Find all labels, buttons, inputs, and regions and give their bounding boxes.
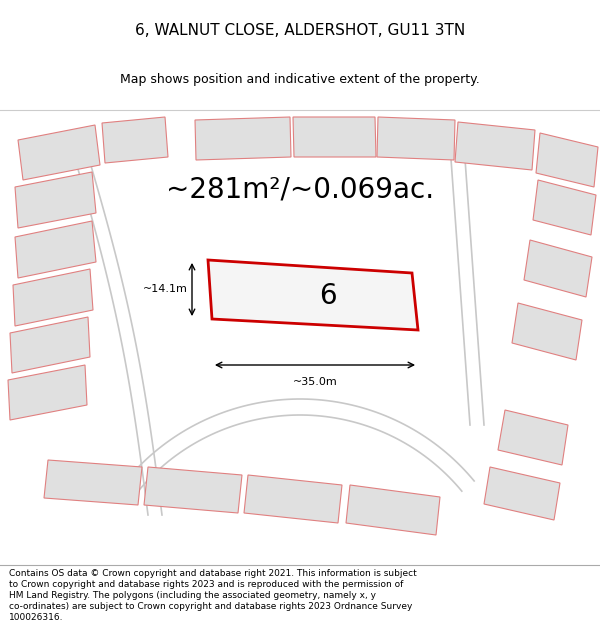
Polygon shape [44,460,142,505]
Text: HM Land Registry. The polygons (including the associated geometry, namely x, y: HM Land Registry. The polygons (includin… [9,591,376,600]
Polygon shape [208,260,418,330]
Text: ~14.1m: ~14.1m [143,284,188,294]
Polygon shape [15,221,96,278]
Polygon shape [524,240,592,297]
Text: 6: 6 [319,281,337,309]
Polygon shape [15,172,96,228]
Text: Map shows position and indicative extent of the property.: Map shows position and indicative extent… [120,72,480,86]
Polygon shape [377,117,455,160]
Polygon shape [533,180,596,235]
Polygon shape [512,303,582,360]
Polygon shape [346,485,440,535]
Polygon shape [195,117,291,160]
Text: ~35.0m: ~35.0m [293,377,337,387]
Polygon shape [484,467,560,520]
Polygon shape [102,117,168,163]
Polygon shape [455,122,535,170]
Polygon shape [498,410,568,465]
Text: 100026316.: 100026316. [9,613,64,622]
Text: Contains OS data © Crown copyright and database right 2021. This information is : Contains OS data © Crown copyright and d… [9,569,417,578]
Polygon shape [144,467,242,513]
Text: ~281m²/~0.069ac.: ~281m²/~0.069ac. [166,176,434,204]
Text: co-ordinates) are subject to Crown copyright and database rights 2023 Ordnance S: co-ordinates) are subject to Crown copyr… [9,602,412,611]
Polygon shape [293,117,376,157]
Polygon shape [13,269,93,326]
Polygon shape [8,365,87,420]
Text: 6, WALNUT CLOSE, ALDERSHOT, GU11 3TN: 6, WALNUT CLOSE, ALDERSHOT, GU11 3TN [135,23,465,38]
Polygon shape [10,317,90,373]
Polygon shape [536,133,598,187]
Text: to Crown copyright and database rights 2023 and is reproduced with the permissio: to Crown copyright and database rights 2… [9,580,403,589]
Polygon shape [244,475,342,523]
Polygon shape [18,125,100,180]
